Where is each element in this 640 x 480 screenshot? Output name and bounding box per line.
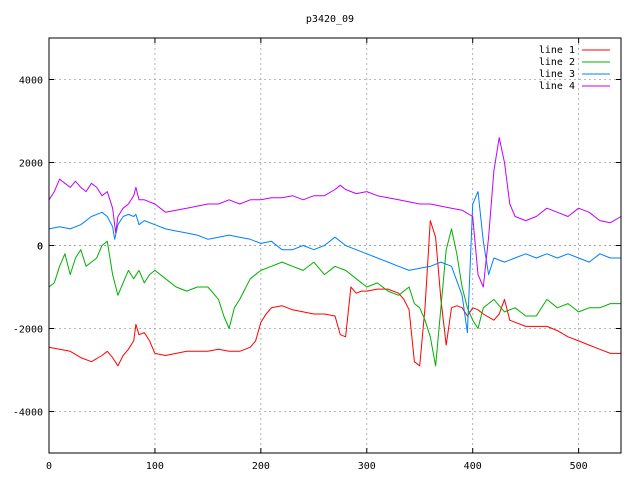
- series-line-1: [48, 220, 621, 367]
- y-tick-label: 4000: [19, 76, 43, 87]
- y-tick-label: 2000: [19, 159, 43, 170]
- y-tick-label: -4000: [13, 408, 43, 419]
- grid: [49, 38, 621, 453]
- x-tick-label: 400: [464, 461, 482, 472]
- x-tick-label: 200: [252, 461, 270, 472]
- series-line-2: [48, 228, 621, 367]
- series-line-3: [48, 191, 621, 334]
- y-tick-label: -2000: [13, 325, 43, 336]
- y-tick-label-zero: 0: [37, 242, 43, 253]
- series-line-4: [48, 137, 622, 288]
- chart-title: p3420_09: [306, 14, 354, 25]
- x-tick-label: 0: [46, 461, 52, 472]
- legend-label: line 4: [539, 81, 575, 92]
- legend-label: line 1: [539, 45, 575, 56]
- legend-label: line 3: [539, 69, 575, 80]
- x-tick-label: 300: [358, 461, 376, 472]
- x-tick-label: 500: [570, 461, 588, 472]
- legend-label: line 2: [539, 57, 575, 68]
- x-tick-label: 100: [146, 461, 164, 472]
- plot-area: [48, 137, 622, 367]
- y-tick-label: 0: [37, 242, 43, 253]
